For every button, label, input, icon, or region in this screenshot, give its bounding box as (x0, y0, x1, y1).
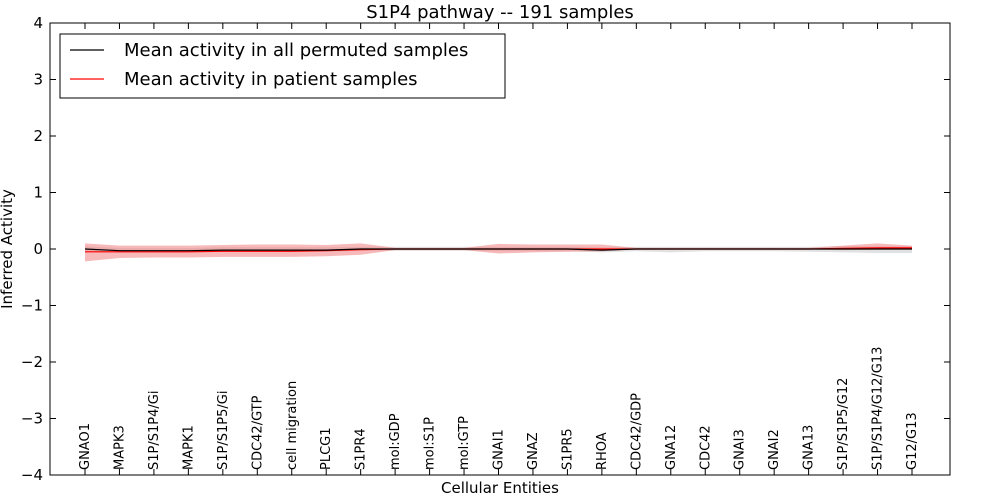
x-category-label: S1P/S1P5/G12 (836, 378, 851, 470)
y-tick-label: 3 (33, 71, 43, 89)
band-series-1 (85, 243, 912, 262)
x-category-label: GNAI3 (733, 429, 748, 470)
x-category-label: S1P/S1P4/G12/G13 (871, 347, 886, 470)
y-axis-label: Inferred Activity (0, 189, 16, 309)
x-category-label: GNA13 (802, 425, 817, 470)
x-category-label: CDC42 (698, 425, 713, 470)
legend-box (59, 33, 506, 99)
x-category-label: CDC42/GDP (629, 393, 644, 470)
y-tick-label: 0 (33, 240, 43, 258)
x-category-label: MAPK1 (181, 425, 196, 470)
x-category-label: GNAO1 (78, 423, 93, 470)
x-category-label: GNAZ (526, 432, 541, 470)
y-tick-label: −2 (21, 353, 43, 371)
x-category-label: mol:GDP (388, 413, 403, 470)
x-category-label: GNAI1 (492, 429, 507, 470)
x-category-label: G12/G13 (905, 412, 920, 470)
x-category-label: RHOA (595, 432, 610, 470)
x-category-label: GNAI2 (767, 429, 782, 470)
legend: Mean activity in all permuted samples Me… (59, 33, 506, 99)
x-axis-label: Cellular Entities (441, 479, 559, 497)
x-category-label: GNA12 (664, 425, 679, 470)
y-tick-label: −1 (21, 297, 43, 315)
line-series-0 (84, 248, 912, 252)
x-category-label: S1PR4 (354, 428, 369, 470)
y-tick-label: −3 (21, 410, 43, 428)
y-tick-label: −4 (21, 466, 43, 484)
x-category-label: MAPK3 (112, 425, 127, 470)
x-category-label: S1P/S1P4/Gi (147, 391, 162, 470)
x-category-label: mol:S1P (423, 417, 438, 470)
x-category-label: PLCG1 (319, 427, 334, 470)
x-category-label: cell migration (285, 381, 300, 470)
legend-label-patient: Mean activity in patient samples (124, 69, 418, 90)
y-tick-label: 2 (33, 127, 43, 145)
y-tick-label: 4 (33, 14, 43, 32)
legend-label-permuted: Mean activity in all permuted samples (124, 40, 468, 61)
x-category-label: mol:GTP (457, 416, 472, 470)
x-category-label: S1P/S1P5/Gi (216, 391, 231, 470)
x-category-label: CDC42/GTP (250, 395, 265, 470)
x-category-label: S1PR5 (560, 428, 575, 470)
chart-title: S1P4 pathway -- 191 samples (366, 2, 634, 23)
y-tick-label: 1 (33, 184, 43, 202)
